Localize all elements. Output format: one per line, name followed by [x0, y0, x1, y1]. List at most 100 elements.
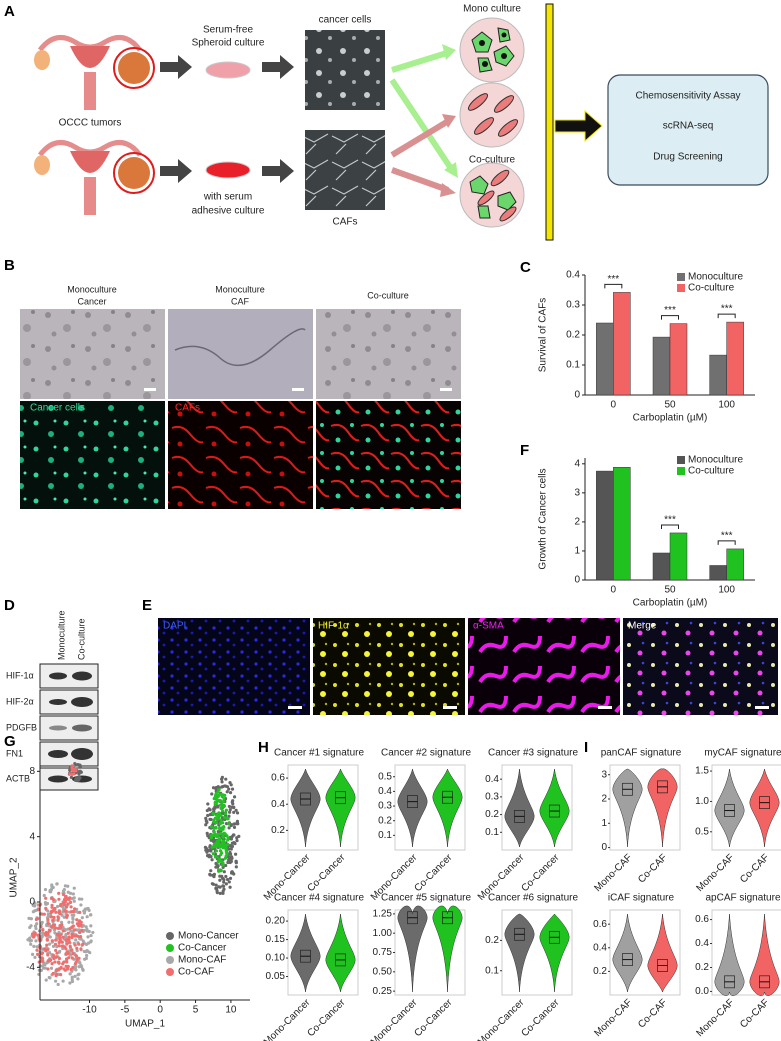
violin	[539, 768, 570, 848]
umap-point	[65, 938, 69, 942]
x-tick-label: Mono-Cancer	[476, 997, 527, 1041]
umap-point	[86, 949, 90, 953]
significance-bracket	[717, 540, 736, 545]
bar	[596, 470, 614, 581]
umap-point	[224, 874, 228, 879]
umap-point	[228, 852, 233, 856]
umap-point	[208, 848, 212, 853]
chart-title: myCAF signature	[704, 748, 781, 759]
legend-label: Monoculture	[688, 272, 743, 283]
panel-label: G	[4, 733, 16, 750]
label: Monoculture	[56, 610, 66, 660]
umap-point	[210, 882, 214, 886]
umap-point	[219, 827, 223, 831]
umap-point	[226, 817, 230, 821]
umap-point	[73, 974, 77, 978]
umap-point	[68, 972, 72, 976]
umap-point	[56, 918, 60, 922]
x-tick-label: Co-CAF	[738, 997, 771, 1030]
umap-point	[232, 810, 236, 814]
umap-point	[219, 792, 223, 796]
significance-bracket	[661, 524, 679, 529]
umap-point	[77, 897, 82, 901]
legend-label: Mono-Cancer	[178, 931, 239, 942]
umap-point	[42, 893, 46, 898]
umap-point	[205, 847, 209, 851]
umap-point	[46, 921, 50, 926]
umap-point	[219, 832, 223, 836]
umap-point	[54, 948, 58, 953]
label: Co-culture	[76, 618, 86, 660]
umap-point	[221, 834, 225, 838]
umap-point	[218, 844, 222, 848]
umap-point	[42, 912, 46, 916]
bar	[709, 565, 727, 581]
bar	[596, 322, 614, 396]
umap-point	[27, 916, 31, 921]
umap-point	[228, 876, 233, 880]
umap-point	[33, 924, 38, 928]
x-tick-label: Co-Cancer	[306, 997, 348, 1039]
umap-point	[215, 800, 219, 804]
chart-title: Cancer #6 signature	[488, 893, 578, 904]
umap-point	[50, 909, 54, 913]
umap-point	[226, 842, 230, 847]
panel-label: C	[520, 259, 531, 276]
y-tick-label: 0.2	[485, 935, 499, 946]
umap-point	[221, 891, 225, 895]
label: PDGFB	[6, 722, 37, 732]
umap-point	[77, 956, 81, 960]
legend-label: Co-culture	[688, 466, 735, 477]
legend-swatch	[677, 284, 685, 292]
umap-point	[55, 882, 59, 886]
umap-point	[80, 928, 84, 932]
umap-point	[71, 965, 75, 970]
umap-point	[212, 839, 216, 844]
violin	[714, 913, 745, 996]
umap-point	[70, 979, 75, 984]
y-axis-label: Growth of Cancer cells	[538, 468, 549, 569]
y-tick-label: 0.5	[378, 771, 392, 782]
bracket	[545, 3, 554, 241]
umap-point	[89, 933, 93, 938]
y-tick-label: 1.00	[373, 928, 393, 939]
legend-swatch	[677, 456, 685, 464]
legend-label: Co-CAF	[178, 967, 214, 978]
umap-point	[67, 935, 71, 939]
umap-point	[31, 903, 35, 908]
arrow	[554, 109, 603, 143]
umap-point	[219, 868, 223, 873]
panel-label: I	[584, 739, 588, 756]
umap-point	[73, 907, 77, 911]
umap-point	[52, 956, 56, 961]
umap-point	[28, 936, 32, 940]
umap-point	[59, 965, 63, 970]
umap-point	[212, 820, 216, 824]
umap-point	[210, 792, 214, 796]
violin	[432, 768, 463, 848]
umap-point	[221, 803, 225, 808]
umap-point	[51, 897, 56, 902]
y-tick-label: 0.50	[373, 966, 393, 977]
chart-title: panCAF signature	[601, 748, 682, 759]
cell-culture-icon	[459, 17, 525, 228]
umap-point	[34, 939, 38, 943]
label: cancer cells	[319, 15, 372, 26]
violin	[397, 905, 428, 993]
umap-point	[30, 932, 35, 936]
umap-point	[70, 897, 74, 901]
umap-point	[41, 928, 45, 932]
umap-point	[29, 942, 33, 946]
significance: ***	[664, 305, 676, 316]
y-tick-label: 0	[601, 842, 607, 853]
umap-point	[80, 916, 84, 920]
umap-point	[64, 933, 68, 937]
umap-point	[70, 913, 74, 917]
panel-label: D	[4, 597, 15, 614]
bar	[669, 323, 688, 396]
umap-point	[222, 831, 226, 835]
y-tick-label: 0.2	[271, 825, 285, 836]
umap-point	[47, 914, 51, 919]
plot-frame	[501, 909, 573, 996]
x-tick-label: Co-CAF	[636, 997, 669, 1030]
